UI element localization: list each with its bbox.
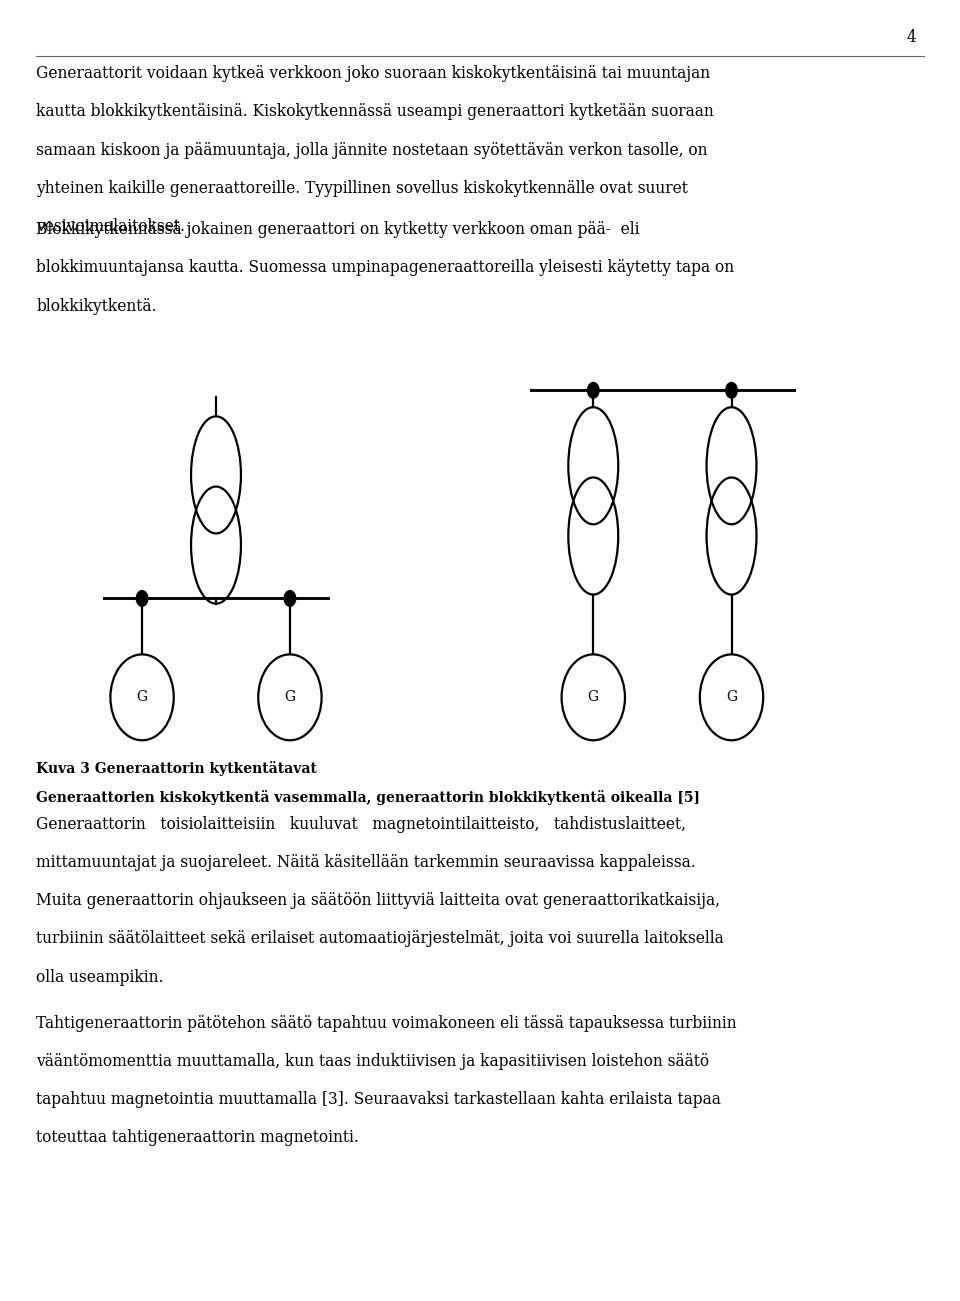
Text: G: G: [726, 691, 737, 704]
Text: Generaattorit voidaan kytkeä verkkoon joko suoraan kiskokytkentäisinä tai muunta: Generaattorit voidaan kytkeä verkkoon jo…: [36, 65, 710, 82]
Circle shape: [136, 591, 148, 606]
Text: tapahtuu magnetointia muuttamalla [3]. Seuraavaksi tarkastellaan kahta erilaista: tapahtuu magnetointia muuttamalla [3]. S…: [36, 1092, 721, 1108]
Circle shape: [110, 654, 174, 740]
Text: vääntömomenttia muuttamalla, kun taas induktiivisen ja kapasitiivisen loistehon : vääntömomenttia muuttamalla, kun taas in…: [36, 1053, 709, 1069]
Text: G: G: [588, 691, 599, 704]
Text: Generaattorin   toisiolaitteisiin   kuuluvat   magnetointilaitteisto,   tahdistu: Generaattorin toisiolaitteisiin kuuluvat…: [36, 816, 686, 833]
Circle shape: [588, 382, 599, 398]
Circle shape: [258, 654, 322, 740]
Text: samaan kiskoon ja päämuuntaja, jolla jännite nostetaan syötettävän verkon tasoll: samaan kiskoon ja päämuuntaja, jolla jän…: [36, 142, 708, 159]
Text: blokkikytkentä.: blokkikytkentä.: [36, 298, 157, 315]
Text: turbiinin säätölaitteet sekä erilaiset automaatiojärjestelmät, joita voi suurell: turbiinin säätölaitteet sekä erilaiset a…: [36, 930, 724, 947]
Circle shape: [284, 591, 296, 606]
Text: vesivoimalaitokset.: vesivoimalaitokset.: [36, 219, 185, 235]
Text: Generaattorien kiskokytkentä vasemmalla, generaattorin blokkikytkentä oikealla [: Generaattorien kiskokytkentä vasemmalla,…: [36, 790, 701, 805]
Text: mittamuuntajat ja suojareleet. Näitä käsitellään tarkemmin seuraavissa kappaleis: mittamuuntajat ja suojareleet. Näitä käs…: [36, 853, 696, 870]
Text: olla useampikin.: olla useampikin.: [36, 969, 164, 986]
Text: G: G: [284, 691, 296, 704]
Bar: [704, 481, 759, 520]
Bar: [188, 490, 244, 530]
Text: Muita generaattorin ohjaukseen ja säätöön liittyviä laitteita ovat generaattorik: Muita generaattorin ohjaukseen ja säätöö…: [36, 892, 720, 909]
Circle shape: [726, 382, 737, 398]
Text: G: G: [136, 691, 148, 704]
Bar: [565, 481, 621, 520]
Text: yhteinen kaikille generaattoreille. Tyypillinen sovellus kiskokytkennälle ovat s: yhteinen kaikille generaattoreille. Tyyp…: [36, 180, 688, 196]
Text: kautta blokkikytkentäisinä. Kiskokytkennässä useampi generaattori kytketään suor: kautta blokkikytkentäisinä. Kiskokytkenn…: [36, 103, 714, 120]
Circle shape: [562, 654, 625, 740]
Text: blokkimuuntajansa kautta. Suomessa umpinapageneraattoreilla yleisesti käytetty t: blokkimuuntajansa kautta. Suomessa umpin…: [36, 259, 734, 276]
Text: Tahtigeneraattorin pätötehon säätö tapahtuu voimakoneen eli tässä tapauksessa tu: Tahtigeneraattorin pätötehon säätö tapah…: [36, 1015, 737, 1032]
Text: Kuva 3 Generaattorin kytkentätavat: Kuva 3 Generaattorin kytkentätavat: [36, 761, 318, 777]
Text: 4: 4: [907, 29, 917, 46]
Text: toteuttaa tahtigeneraattorin magnetointi.: toteuttaa tahtigeneraattorin magnetointi…: [36, 1129, 359, 1146]
Circle shape: [700, 654, 763, 740]
Text: Blokkikytkennässä jokainen generaattori on kytketty verkkoon oman pää-  eli: Blokkikytkennässä jokainen generaattori …: [36, 221, 640, 238]
